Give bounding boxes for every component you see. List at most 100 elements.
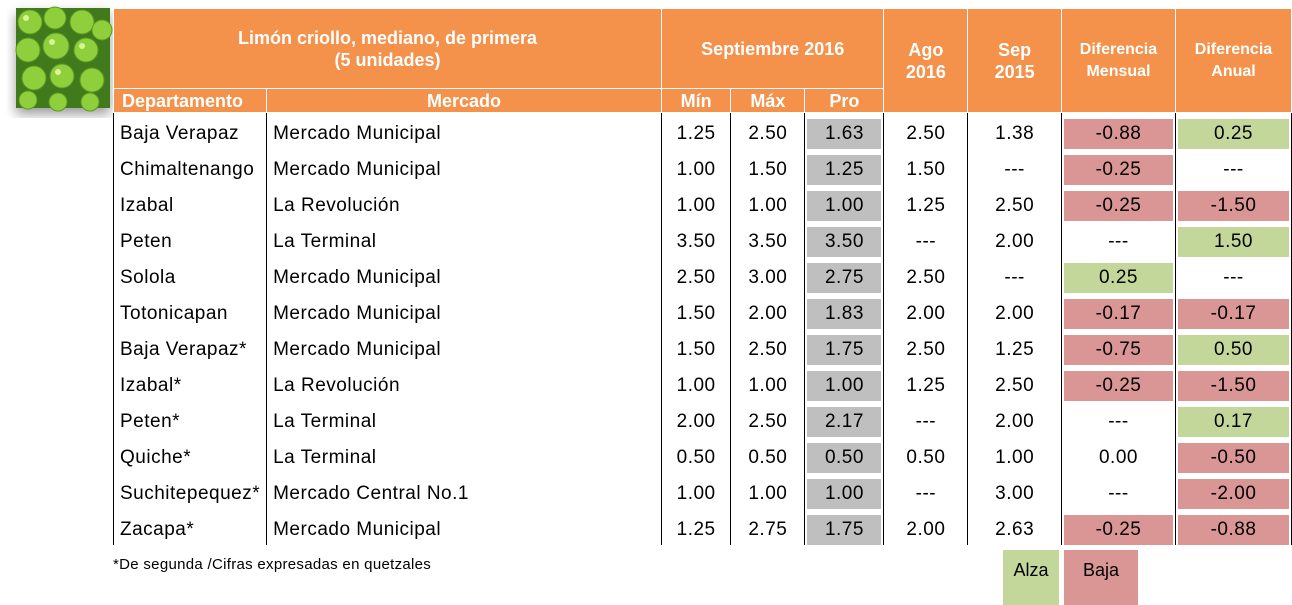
cell-text: 1.25 [906, 194, 946, 216]
table-cell: -0.50 [1174, 437, 1292, 473]
cell-text: Mercado Municipal [273, 338, 442, 360]
table-cell: 1.00 [660, 365, 732, 401]
table-cell: 1.25 [883, 365, 969, 401]
table-row: Suchitepequez* Mercado Central No.1 1.00 1.… [112, 473, 1292, 509]
cell-text: La Terminal [273, 230, 377, 252]
table-cell: --- [1060, 221, 1176, 257]
cell-text: 1.00 [807, 190, 882, 221]
table-body: Baja Verapaz Mercado Municipal 1.25 2.50 1.6… [112, 112, 1292, 545]
cell-text: 2.50 [995, 374, 1035, 396]
cell-text: La Terminal [273, 410, 377, 432]
table-cell: 2.00 [967, 293, 1062, 329]
cell-text: 3.50 [676, 230, 716, 252]
table-cell: 1.63 [804, 112, 885, 149]
cell-text: 0.25 [1063, 262, 1173, 293]
table-cell: 2.50 [883, 112, 969, 149]
cell-text: --- [1004, 266, 1025, 288]
table-cell: 2.00 [730, 293, 806, 329]
cell-text: 0.17 [1177, 406, 1289, 437]
table-cell: 2.50 [730, 112, 806, 149]
cell-text: Suchitepequez* [120, 482, 261, 504]
cell-text: --- [1108, 482, 1129, 504]
cell-text: 0.50 [906, 446, 946, 468]
table-cell: 3.50 [660, 221, 732, 257]
table-row: Baja Verapaz Mercado Municipal 1.25 2.50 1.6… [112, 112, 1292, 149]
table-cell: 1.00 [804, 185, 885, 221]
table-row: Izabal* La Revolución 1.00 1.00 1.00 1.25 2.50… [112, 365, 1292, 401]
cell-text: Mercado Municipal [273, 122, 442, 144]
cell-text: --- [1004, 158, 1025, 180]
cell-text: 3.00 [748, 266, 788, 288]
table-row: Peten La Terminal 3.50 3.50 3.50 --- 2.00 --- 1.… [112, 221, 1292, 257]
table-cell: 2.63 [967, 509, 1062, 545]
table-cell: -0.17 [1060, 293, 1176, 329]
cell-text: Zacapa* [120, 518, 195, 540]
cell-text: 2.63 [995, 518, 1035, 540]
cell-text: 2.50 [906, 266, 946, 288]
cell-text: 0.00 [1098, 446, 1138, 468]
footnote: *De segunda /Cifras expresadas en quetza… [113, 556, 432, 573]
cell-text: La Terminal [273, 446, 377, 468]
cell-text: Baja Verapaz* [120, 338, 247, 360]
cell-text: 2.50 [748, 410, 788, 432]
table-cell: 2.50 [730, 401, 806, 437]
cell-text: -0.50 [1177, 442, 1289, 473]
table-cell: 0.50 [883, 437, 969, 473]
col-header: Sep 2015 [967, 8, 1062, 113]
table-cell: -0.25 [1060, 509, 1176, 545]
cell-text: -0.88 [1177, 514, 1289, 545]
cell-text: La Revolución [273, 194, 401, 216]
table-cell: La Revolución [266, 365, 662, 401]
table-cell: 1.25 [804, 149, 885, 185]
table-cell: 2.00 [967, 401, 1062, 437]
table-cell: 1.25 [883, 185, 969, 221]
col-header: Diferencia Anual [1174, 8, 1292, 113]
table-cell: -0.25 [1060, 149, 1176, 185]
cell-text: 1.00 [676, 158, 716, 180]
table-cell: 1.75 [804, 509, 885, 545]
table-cell: 2.17 [804, 401, 885, 437]
cell-text: 1.25 [807, 154, 882, 185]
table-cell: 1.25 [660, 509, 732, 545]
table-cell: Zacapa* [112, 509, 268, 545]
cell-text: -0.17 [1177, 298, 1289, 329]
table-cell: Suchitepequez* [112, 473, 268, 509]
table-cell: 3.00 [730, 257, 806, 293]
cell-text: Mercado Central No.1 [273, 482, 469, 504]
table-cell: 1.50 [730, 149, 806, 185]
cell-text: 1.38 [995, 122, 1035, 144]
cell-text: -0.25 [1063, 154, 1173, 185]
table-cell: 0.50 [660, 437, 732, 473]
table-cell: Baja Verapaz [112, 112, 268, 149]
table-cell: 1.00 [730, 185, 806, 221]
cell-text: 1.00 [676, 374, 716, 396]
cell-text: Chimaltenango [120, 158, 255, 180]
cell-text: 1.63 [807, 118, 882, 149]
cell-text: Izabal* [120, 374, 182, 396]
cell-text: 2.00 [906, 518, 946, 540]
cell-text: Quiche* [120, 446, 192, 468]
cell-text: 0.50 [1177, 334, 1289, 365]
table-cell: Mercado Central No.1 [266, 473, 662, 509]
table-cell: 0.17 [1174, 401, 1292, 437]
cell-text: -1.50 [1177, 370, 1289, 401]
table-row: Peten* La Terminal 2.00 2.50 2.17 --- 2.00 --- 0… [112, 401, 1292, 437]
cell-text: -0.88 [1063, 118, 1173, 149]
cell-text: 1.50 [906, 158, 946, 180]
cell-text: --- [1223, 158, 1244, 180]
col-header: Ago 2016 [883, 8, 969, 113]
title-cell: Limón criollo, mediano, de primera (5 uni… [113, 8, 662, 89]
cell-text: Peten* [120, 410, 181, 432]
table-cell: --- [1060, 473, 1176, 509]
table-cell: 0.50 [1174, 329, 1292, 365]
cell-text: 1.00 [676, 194, 716, 216]
table-cell: 3.50 [804, 221, 885, 257]
legend-alza: Alza [1003, 550, 1059, 605]
cell-text: Baja Verapaz [120, 122, 240, 144]
cell-text: 1.75 [807, 334, 882, 365]
cell-text: 0.25 [1177, 118, 1289, 149]
table-cell: 0.25 [1060, 257, 1176, 293]
cell-text: Mercado Municipal [273, 266, 442, 288]
table-cell: 1.50 [660, 293, 732, 329]
cell-text: 0.50 [748, 446, 788, 468]
